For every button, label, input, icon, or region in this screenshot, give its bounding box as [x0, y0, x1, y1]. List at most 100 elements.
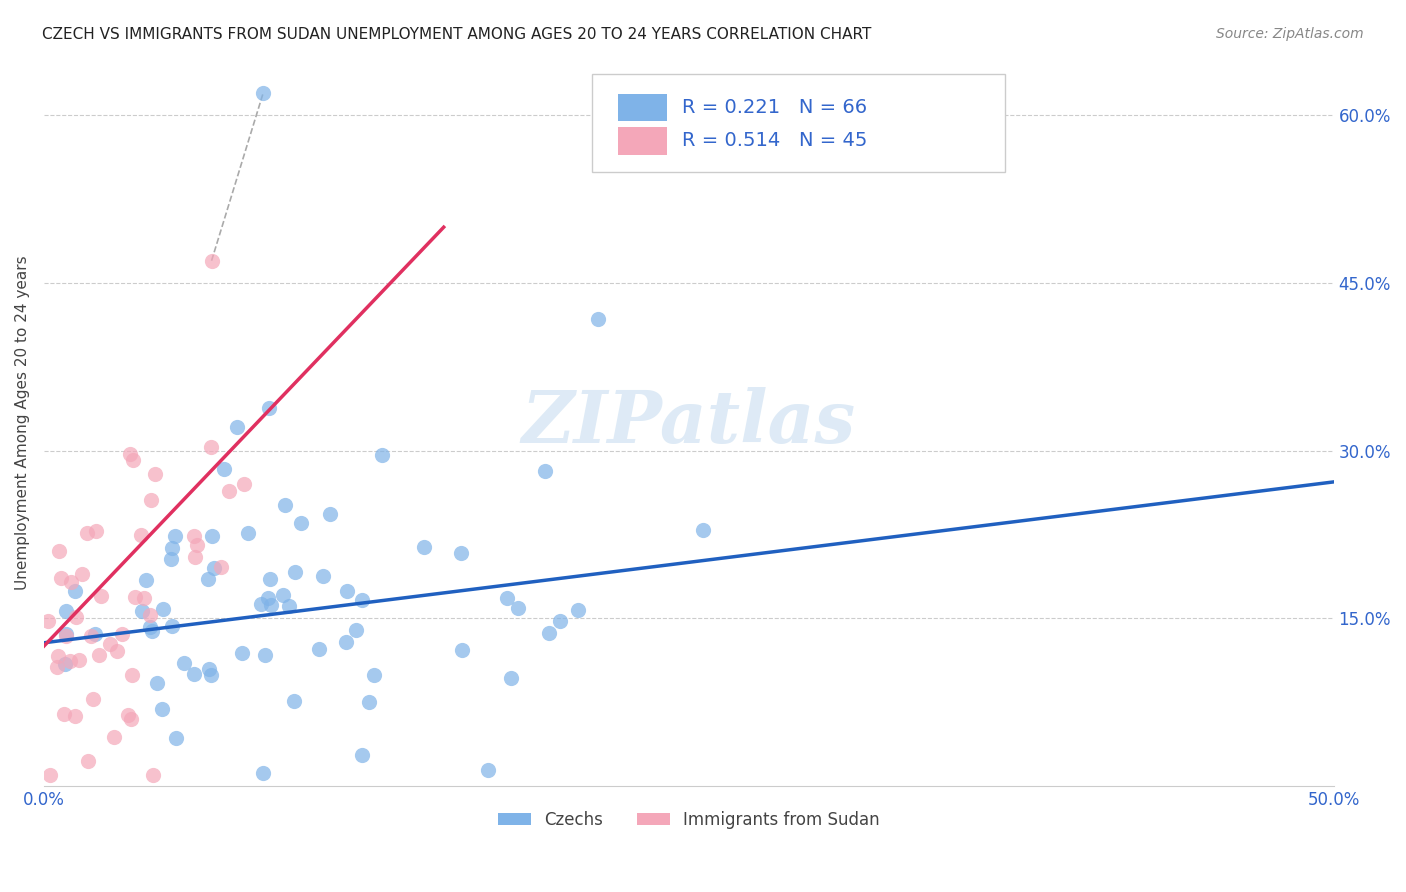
Point — [186, 538, 208, 552]
Point — [249, 597, 271, 611]
Point — [103, 731, 125, 745]
Point — [37, 615, 59, 629]
Point — [59, 654, 82, 668]
Point — [283, 694, 305, 708]
Point — [231, 646, 253, 660]
Point — [132, 591, 155, 606]
Point — [150, 702, 173, 716]
Point — [252, 86, 274, 100]
Point — [49, 571, 72, 585]
Point — [70, 566, 93, 581]
Point — [233, 476, 256, 491]
Point — [259, 572, 281, 586]
Point — [550, 614, 572, 628]
FancyBboxPatch shape — [592, 74, 1005, 172]
Text: Source: ZipAtlas.com: Source: ZipAtlas.com — [1216, 27, 1364, 41]
Point — [336, 584, 359, 599]
Point — [141, 624, 163, 639]
Point — [308, 642, 330, 657]
Point — [173, 656, 195, 670]
Point — [534, 464, 557, 478]
Point — [141, 492, 163, 507]
Point — [48, 544, 70, 558]
Point — [45, 660, 67, 674]
Point — [200, 441, 222, 455]
Point — [335, 635, 357, 649]
Point — [200, 253, 222, 268]
Point — [218, 483, 240, 498]
Point — [165, 731, 187, 745]
Point — [183, 666, 205, 681]
Text: R = 0.514   N = 45: R = 0.514 N = 45 — [682, 131, 868, 151]
Point — [274, 498, 297, 512]
Point — [145, 467, 167, 482]
Point — [254, 648, 277, 662]
Point — [184, 550, 207, 565]
Point — [226, 420, 249, 434]
Point — [105, 644, 128, 658]
Point — [121, 668, 143, 682]
Point — [82, 691, 104, 706]
Point — [257, 401, 280, 415]
Point — [200, 668, 222, 682]
Point — [160, 551, 183, 566]
Point — [537, 625, 560, 640]
Point — [55, 629, 77, 643]
Text: CZECH VS IMMIGRANTS FROM SUDAN UNEMPLOYMENT AMONG AGES 20 TO 24 YEARS CORRELATIO: CZECH VS IMMIGRANTS FROM SUDAN UNEMPLOYM… — [42, 27, 872, 42]
Point — [63, 709, 86, 723]
Point — [142, 767, 165, 781]
Point — [80, 629, 103, 643]
Text: R = 0.221   N = 66: R = 0.221 N = 66 — [682, 98, 868, 117]
Point — [165, 529, 187, 543]
Point — [508, 601, 530, 615]
Point — [197, 572, 219, 586]
Point — [76, 526, 98, 541]
Point — [236, 525, 259, 540]
Point — [53, 706, 76, 721]
Point — [65, 610, 87, 624]
Point — [586, 311, 609, 326]
Point — [139, 620, 162, 634]
Point — [567, 603, 589, 617]
Point — [67, 653, 90, 667]
Point — [212, 462, 235, 476]
Point — [271, 588, 294, 602]
Point — [290, 516, 312, 530]
Point — [118, 447, 141, 461]
FancyBboxPatch shape — [617, 94, 666, 121]
Point — [692, 523, 714, 537]
Legend: Czechs, Immigrants from Sudan: Czechs, Immigrants from Sudan — [491, 805, 887, 836]
Point — [496, 591, 519, 606]
Point — [124, 591, 146, 605]
Point — [160, 619, 183, 633]
Point — [198, 662, 221, 676]
Y-axis label: Unemployment Among Ages 20 to 24 years: Unemployment Among Ages 20 to 24 years — [15, 255, 30, 590]
FancyBboxPatch shape — [617, 128, 666, 154]
Point — [209, 560, 232, 574]
Point — [371, 448, 394, 462]
Point — [252, 766, 274, 780]
Point — [84, 627, 107, 641]
Point — [117, 708, 139, 723]
Point — [450, 546, 472, 560]
Point — [183, 529, 205, 543]
Point — [131, 604, 153, 618]
Point — [319, 508, 342, 522]
Point — [412, 541, 434, 555]
Point — [139, 607, 162, 622]
Point — [201, 529, 224, 543]
Point — [46, 649, 69, 664]
Point — [152, 602, 174, 616]
Point — [84, 524, 107, 538]
Point — [90, 589, 112, 603]
Point — [352, 747, 374, 762]
Point — [312, 569, 335, 583]
Point — [257, 591, 280, 606]
Point — [359, 694, 381, 708]
Point — [129, 528, 152, 542]
Point — [499, 671, 522, 685]
Point — [350, 592, 373, 607]
Point — [63, 584, 86, 599]
Point — [120, 712, 142, 726]
Text: ZIPatlas: ZIPatlas — [522, 387, 856, 458]
